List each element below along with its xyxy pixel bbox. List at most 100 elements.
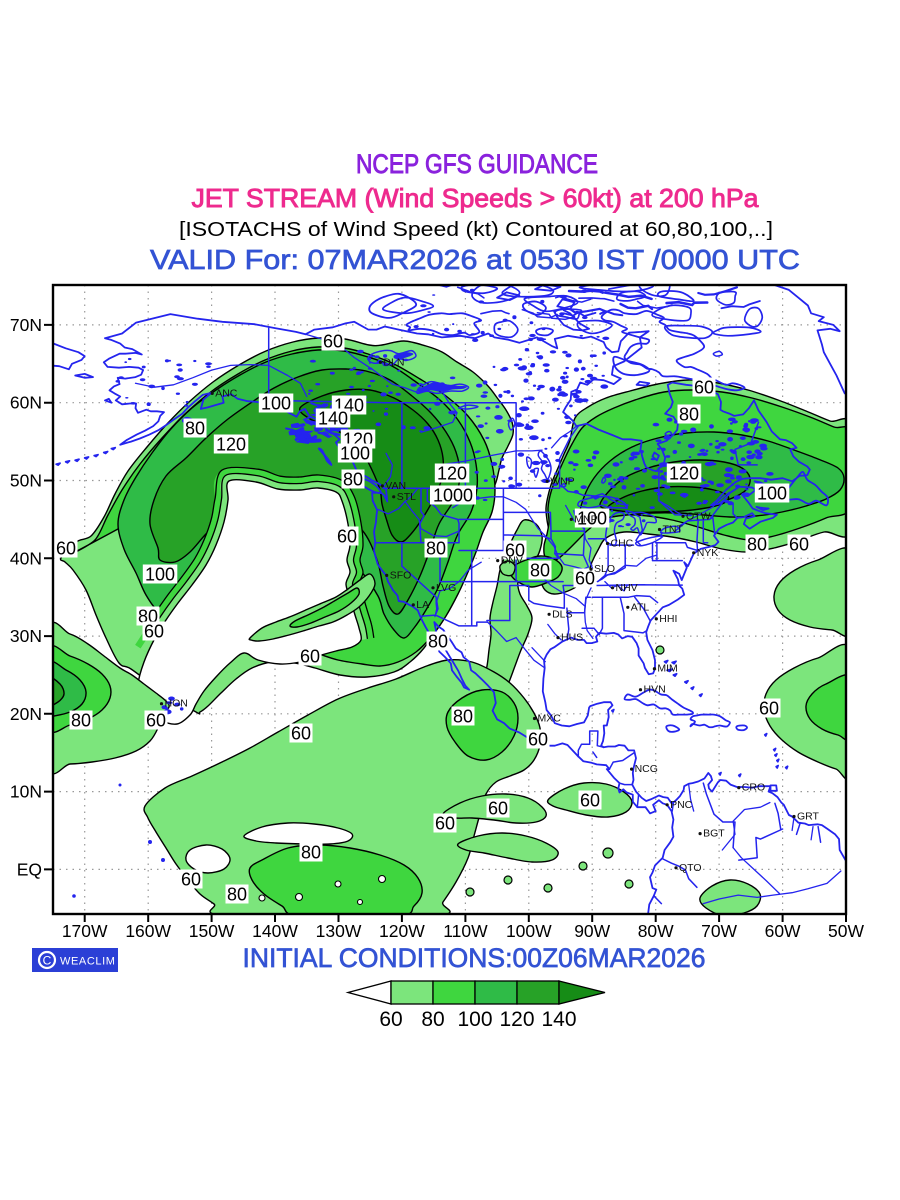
svg-text:80: 80 — [227, 885, 247, 905]
svg-text:60: 60 — [56, 539, 76, 559]
svg-text:DNV: DNV — [501, 555, 523, 567]
svg-text:80: 80 — [428, 632, 448, 652]
svg-text:60: 60 — [435, 814, 455, 834]
svg-text:80: 80 — [421, 1008, 444, 1031]
svg-text:VAN: VAN — [385, 480, 406, 492]
svg-text:CRO: CRO — [742, 782, 765, 794]
svg-text:NCG: NCG — [635, 763, 658, 775]
svg-text:LA: LA — [416, 599, 429, 611]
svg-text:80: 80 — [185, 419, 205, 439]
svg-text:80: 80 — [679, 405, 699, 425]
svg-text:60: 60 — [789, 535, 809, 555]
svg-text:DLS: DLS — [552, 608, 572, 620]
svg-text:60: 60 — [337, 527, 357, 547]
svg-text:40N: 40N — [10, 548, 42, 568]
svg-text:120: 120 — [669, 464, 699, 484]
svg-text:50W: 50W — [828, 921, 864, 941]
svg-text:60: 60 — [379, 1008, 402, 1031]
svg-text:110W: 110W — [443, 921, 488, 941]
svg-text:MNP: MNP — [574, 513, 597, 525]
svg-text:EQ: EQ — [17, 859, 42, 879]
svg-text:MXC: MXC — [538, 713, 562, 725]
svg-text:80: 80 — [426, 539, 446, 559]
svg-text:140: 140 — [541, 1008, 576, 1031]
svg-text:150W: 150W — [189, 921, 235, 941]
svg-text:80W: 80W — [638, 921, 674, 941]
svg-text:20N: 20N — [10, 704, 42, 724]
svg-text:JET STREAM (Wind Speeds > 60kt: JET STREAM (Wind Speeds > 60kt) at 200 h… — [192, 183, 760, 213]
svg-text:100W: 100W — [506, 921, 552, 941]
svg-text:C: C — [43, 954, 52, 968]
svg-text:DLN: DLN — [383, 356, 404, 368]
svg-text:60: 60 — [488, 799, 508, 819]
svg-text:60N: 60N — [10, 393, 42, 413]
svg-text:1000: 1000 — [433, 486, 473, 506]
svg-text:NYK: NYK — [697, 547, 719, 559]
svg-text:SFO: SFO — [390, 569, 412, 581]
svg-text:60: 60 — [146, 711, 166, 731]
svg-text:80: 80 — [301, 843, 321, 863]
svg-text:GRT: GRT — [797, 811, 820, 823]
svg-text:LVG: LVG — [436, 582, 456, 594]
svg-text:60: 60 — [759, 699, 779, 719]
svg-text:NCEP GFS GUIDANCE: NCEP GFS GUIDANCE — [356, 149, 598, 179]
svg-text:30N: 30N — [10, 626, 42, 646]
svg-text:170W: 170W — [62, 921, 108, 941]
svg-text:60: 60 — [580, 791, 600, 811]
svg-text:WEACLIM: WEACLIM — [60, 956, 116, 968]
svg-text:80: 80 — [747, 535, 767, 555]
svg-text:HHI: HHI — [659, 613, 677, 625]
svg-text:70W: 70W — [701, 921, 737, 941]
svg-text:ATL: ATL — [631, 601, 650, 613]
svg-text:60: 60 — [505, 541, 525, 561]
svg-text:NHV: NHV — [616, 582, 638, 594]
svg-text:[ISOTACHS of Wind Speed (kt) C: [ISOTACHS of Wind Speed (kt) Contoured a… — [179, 219, 773, 241]
svg-text:80: 80 — [530, 561, 550, 581]
svg-text:80: 80 — [343, 470, 363, 490]
svg-text:80: 80 — [453, 707, 473, 727]
svg-text:ANC: ANC — [215, 387, 238, 399]
svg-text:100: 100 — [757, 484, 787, 504]
svg-text:60: 60 — [181, 870, 201, 890]
svg-text:QTO: QTO — [679, 862, 702, 874]
svg-text:70N: 70N — [10, 315, 42, 335]
svg-text:INITIAL CONDITIONS:00Z06MAR202: INITIAL CONDITIONS:00Z06MAR2026 — [243, 943, 706, 973]
svg-text:PNC: PNC — [670, 799, 693, 811]
svg-text:60: 60 — [575, 569, 595, 589]
svg-text:140: 140 — [318, 409, 348, 429]
svg-text:TNT: TNT — [663, 524, 684, 536]
svg-text:CHC: CHC — [611, 538, 634, 550]
svg-text:MIM: MIM — [657, 663, 677, 675]
svg-text:60: 60 — [291, 724, 311, 744]
svg-text:120: 120 — [437, 464, 467, 484]
svg-text:WNP: WNP — [550, 475, 575, 487]
svg-text:100: 100 — [457, 1008, 492, 1031]
svg-text:HUS: HUS — [561, 632, 583, 644]
svg-text:160W: 160W — [125, 921, 171, 941]
svg-text:60: 60 — [323, 332, 343, 352]
svg-text:60: 60 — [694, 378, 714, 398]
svg-text:SLO: SLO — [594, 563, 615, 575]
svg-text:OTW: OTW — [686, 510, 711, 522]
svg-text:HVN: HVN — [644, 684, 666, 696]
svg-text:100: 100 — [261, 394, 291, 414]
svg-text:STL: STL — [397, 491, 416, 503]
svg-text:100: 100 — [340, 444, 370, 464]
svg-text:100: 100 — [577, 509, 607, 529]
svg-text:10N: 10N — [10, 782, 42, 802]
svg-text:HON: HON — [165, 698, 188, 710]
svg-text:100: 100 — [145, 565, 175, 585]
svg-text:60W: 60W — [765, 921, 801, 941]
svg-text:60: 60 — [144, 622, 164, 642]
svg-text:60: 60 — [528, 730, 548, 750]
svg-text:BGT: BGT — [703, 828, 725, 840]
svg-text:80: 80 — [71, 711, 91, 731]
svg-text:90W: 90W — [574, 921, 610, 941]
svg-text:120: 120 — [216, 435, 246, 455]
svg-text:120W: 120W — [379, 921, 425, 941]
svg-text:120: 120 — [499, 1008, 534, 1031]
svg-text:VALID For: 07MAR2026 at 0530 I: VALID For: 07MAR2026 at 0530 IST /0000 U… — [150, 244, 800, 275]
svg-text:60: 60 — [300, 647, 320, 667]
svg-text:50N: 50N — [10, 471, 42, 491]
svg-text:140W: 140W — [252, 921, 298, 941]
